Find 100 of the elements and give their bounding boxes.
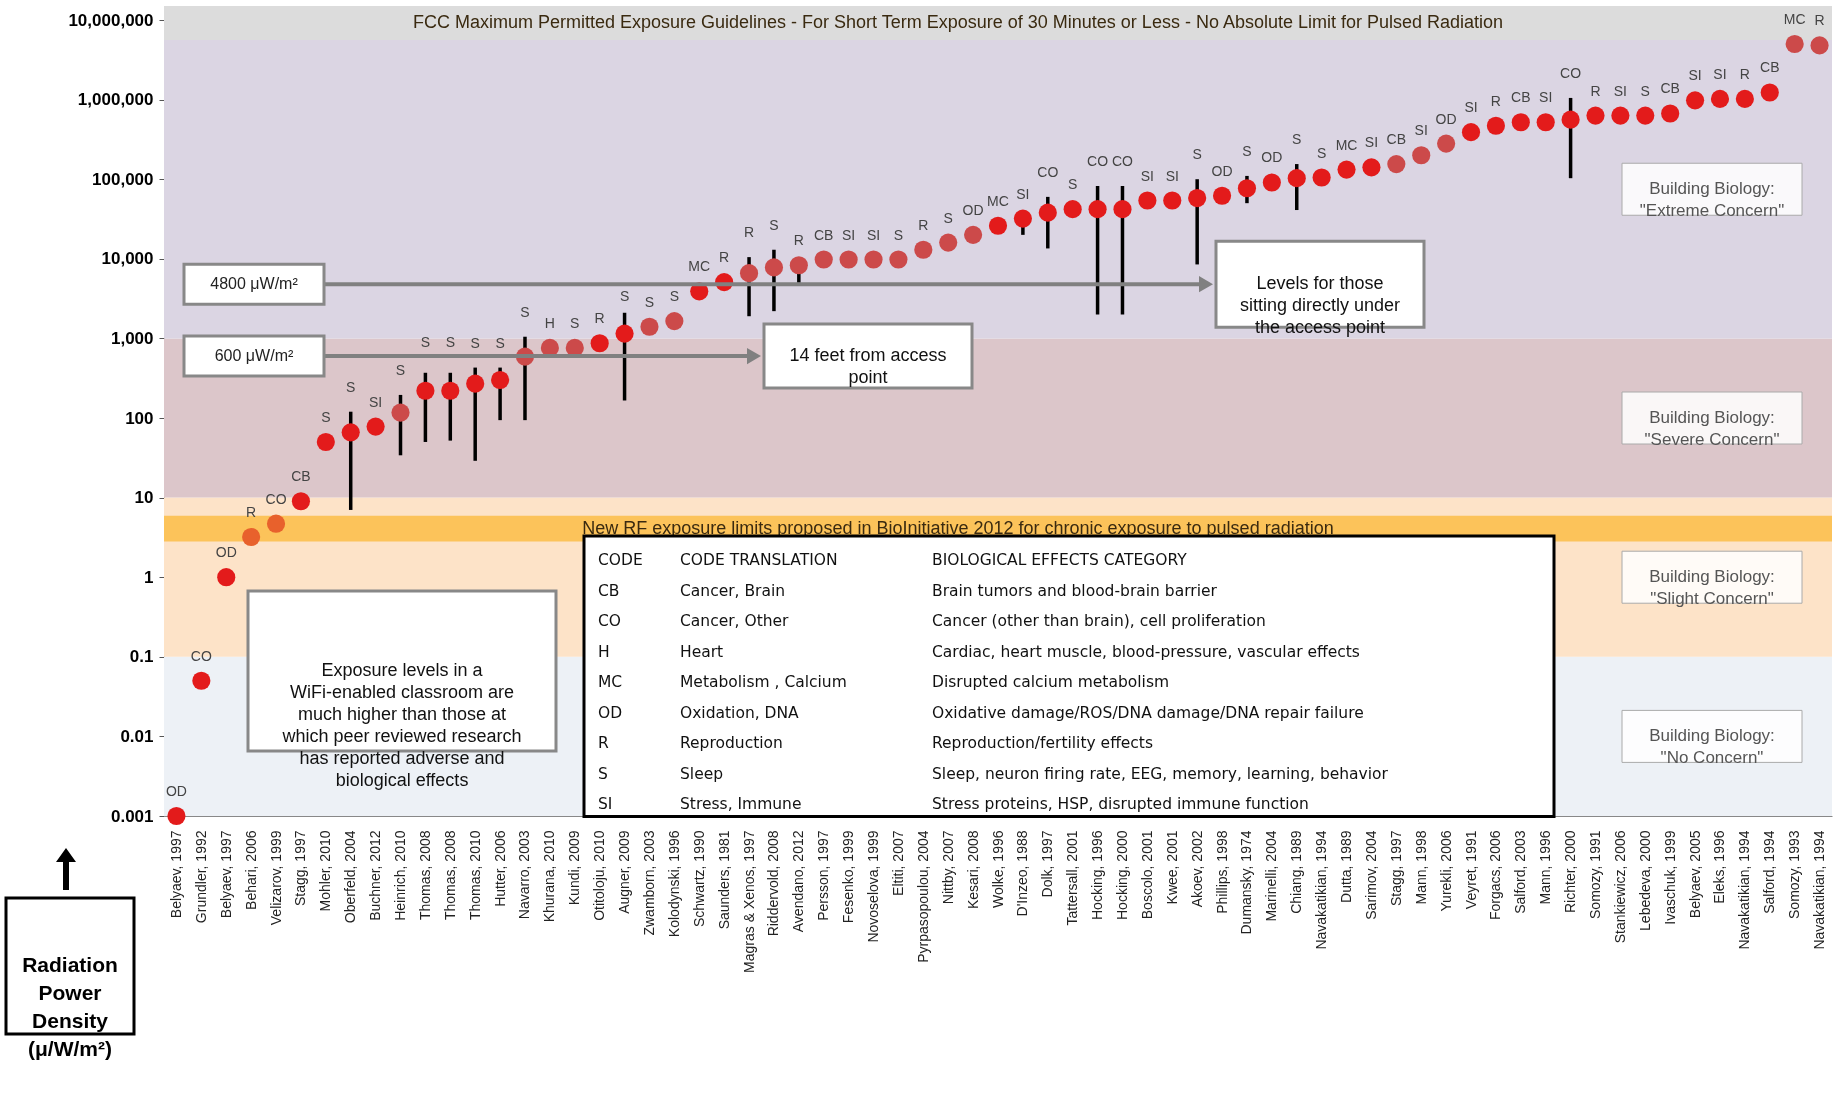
data-label: S xyxy=(1242,142,1252,159)
annotation: MC xyxy=(598,673,623,691)
annotation: Cancer, Other xyxy=(680,612,790,630)
data-label: S xyxy=(1316,144,1327,161)
x-tick-label: Dutta, 1989 xyxy=(1338,830,1355,903)
x-tick-label: Wolke, 1996 xyxy=(989,830,1006,909)
ref-line-label: 600 μW/m² xyxy=(214,347,294,365)
x-tick-label: D'Inzeo, 1988 xyxy=(1014,830,1031,917)
annotation: S xyxy=(598,764,608,783)
x-tick-label: Buchner, 2012 xyxy=(367,830,384,921)
data-label: SI xyxy=(1713,65,1727,82)
data-label: CB xyxy=(1660,80,1680,97)
x-tick-label: Avendano, 2012 xyxy=(790,830,807,933)
x-tick-label: Thomas, 2010 xyxy=(466,830,483,920)
x-tick-label: Heinrich, 2010 xyxy=(392,830,409,921)
x-tick-label: Thomas, 2008 xyxy=(441,830,458,920)
data-label: CB xyxy=(1511,89,1531,106)
data-label: S xyxy=(470,334,480,351)
annotation: CB xyxy=(598,581,620,600)
data-label: OD xyxy=(962,201,984,218)
band-label: Building Biology: "Severe Concern" xyxy=(1644,408,1780,450)
x-tick-label: Augner, 2009 xyxy=(616,830,633,914)
annotation: H xyxy=(598,642,610,661)
y-tick-label: 100,000 xyxy=(92,169,154,189)
data-label: R xyxy=(1590,82,1601,99)
data-label: S xyxy=(395,361,406,378)
x-tick-label: Hocking, 1996 xyxy=(1089,830,1106,921)
data-label: R xyxy=(1490,92,1501,109)
data-label: SI xyxy=(368,393,383,410)
x-tick-label: Belyaev, 1997 xyxy=(167,830,184,919)
x-tick-label: Kundi, 2009 xyxy=(566,830,583,906)
data-label: R xyxy=(793,232,804,249)
x-tick-label: Sarimov, 2004 xyxy=(1362,830,1379,920)
x-tick-label: Phillips, 1998 xyxy=(1213,830,1230,914)
x-tick-label: Oberfeld, 2004 xyxy=(342,830,359,924)
data-label: S xyxy=(769,216,779,233)
data-label: S xyxy=(619,287,630,304)
x-tick-label: Schwartz, 1990 xyxy=(690,830,707,927)
data-label: S xyxy=(420,334,431,351)
x-tick-label: Kwee, 2001 xyxy=(1163,830,1180,905)
x-tick-label: Lebedeva, 2000 xyxy=(1636,830,1653,931)
data-label: S xyxy=(570,314,580,331)
y-tick-label: 0.1 xyxy=(129,647,154,667)
data-label: S xyxy=(669,288,680,305)
data-label: R xyxy=(719,249,730,266)
x-tick-label: Richter, 2000 xyxy=(1562,830,1579,913)
annotation: Cancer (other than brain), cell proliferation xyxy=(932,612,1266,630)
data-label: SI xyxy=(842,226,856,243)
data-label: CB xyxy=(814,226,834,243)
x-tick-label: Stagg, 1997 xyxy=(292,830,309,907)
annotation: 14 feet from access point xyxy=(789,345,947,388)
data-label: CO xyxy=(190,647,212,664)
data-label: SI xyxy=(1414,122,1428,139)
x-tick-label: Zwamborn, 2003 xyxy=(640,830,657,936)
band-label: New RF exposure limits proposed in BioInitiative 2012 for chronic exposure to pulsed radiation xyxy=(582,517,1334,538)
y-tick-label: 0.001 xyxy=(110,806,154,826)
y-tick-label: 10,000,000 xyxy=(68,10,154,30)
annotation: SI xyxy=(598,795,613,813)
x-tick-label: Belyaev, 1997 xyxy=(217,830,234,919)
y-tick-label: 10,000 xyxy=(101,249,154,269)
x-tick-label: Mann, 1996 xyxy=(1537,830,1554,905)
data-label: MC xyxy=(688,258,711,275)
annotation: Disrupted calcium metabolism xyxy=(932,673,1170,691)
data-label: OD xyxy=(1261,149,1283,166)
y-axis-title: Radiation Power Density (μ/W/m²) xyxy=(22,953,118,1060)
x-tick-label: Ivaschuk, 1999 xyxy=(1661,830,1678,925)
data-label: SI xyxy=(1464,99,1478,116)
annotation: Reproduction xyxy=(680,734,783,752)
data-label: S xyxy=(346,378,356,395)
x-tick-label: Boscolo, 2001 xyxy=(1138,830,1155,920)
data-label: S xyxy=(1068,176,1078,193)
y-tick-label: 1 xyxy=(144,567,154,587)
x-tick-label: Tattersall, 2001 xyxy=(1064,830,1081,926)
annotation: Exposure levels in a WiFi-enabled classroom are much higher than those at which peer reviewed research has reported adverse and biological effects xyxy=(281,660,522,790)
annotation: Oxidation, DNA xyxy=(680,703,800,722)
x-tick-label: Somozy, 1991 xyxy=(1586,830,1603,919)
data-label: MC xyxy=(1335,136,1358,153)
x-tick-label: Salford, 1994 xyxy=(1761,830,1778,914)
data-label: OD xyxy=(165,783,187,799)
y-tick-label: 0.01 xyxy=(120,726,154,746)
annotation: Brain tumors and blood-brain barrier xyxy=(932,581,1218,600)
x-tick-label: Otitoloju, 2010 xyxy=(591,830,608,921)
data-label: R xyxy=(1739,65,1750,82)
x-tick-label: Fesenko, 1999 xyxy=(840,830,857,924)
x-tick-label: Mann, 1998 xyxy=(1412,830,1429,905)
data-label: CO xyxy=(1560,64,1582,81)
x-tick-label: Navarro, 2003 xyxy=(516,830,533,920)
x-tick-label: Eleks, 1996 xyxy=(1711,830,1728,904)
data-label: S xyxy=(893,226,904,243)
data-label: H xyxy=(544,314,555,331)
data-label: SI xyxy=(1140,167,1154,184)
data-label: R xyxy=(246,504,257,520)
x-tick-label: Stankiewicz, 2006 xyxy=(1611,830,1628,944)
x-tick-label: Stagg, 1997 xyxy=(1387,830,1404,907)
x-tick-label: Forgacs, 2006 xyxy=(1487,830,1504,920)
data-label: S xyxy=(644,293,655,310)
x-tick-label: Hutter, 2006 xyxy=(491,830,508,907)
x-tick-label: Velizarov, 1999 xyxy=(267,830,284,926)
data-label: CO xyxy=(265,490,287,507)
x-tick-label: Salford, 2003 xyxy=(1512,830,1529,914)
